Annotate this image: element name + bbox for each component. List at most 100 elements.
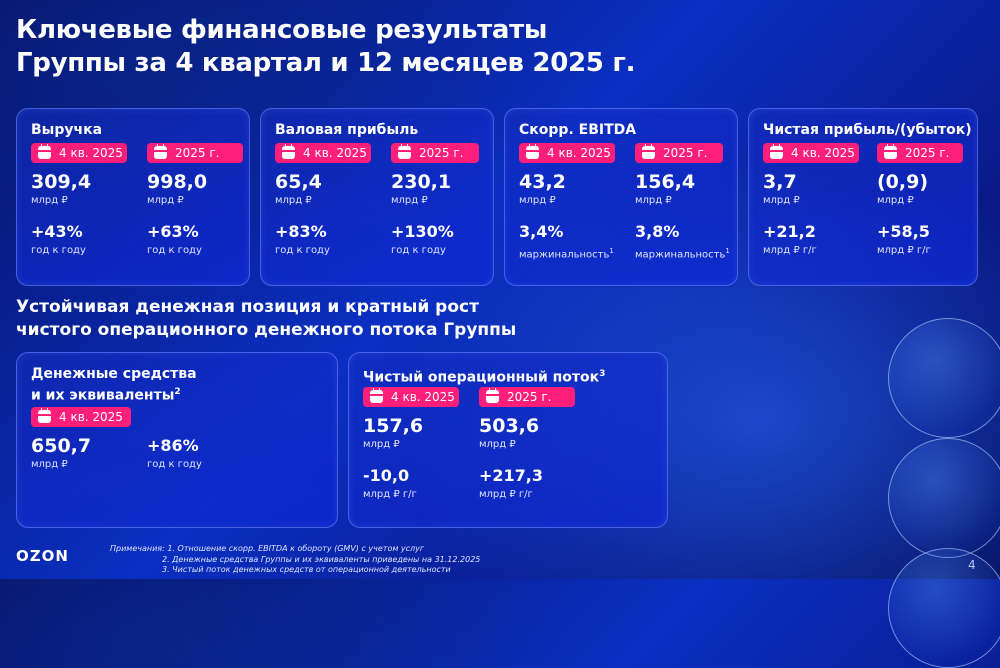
badge-label: 4 кв. 2025 [391, 390, 455, 404]
calendar-icon [38, 144, 51, 159]
quarter-value: 157,6 [363, 415, 424, 437]
card-title: Скорр. EBITDA [519, 122, 637, 138]
year-change: +130% [391, 222, 454, 241]
quarter-value: 309,4 [31, 171, 92, 193]
quarter-unit: млрд ₽ [363, 439, 400, 450]
decorative-circle [888, 438, 1000, 558]
footnote-1: Примечания: 1. Отношение скорр. EBITDA к… [110, 544, 425, 553]
calendar-icon [526, 144, 539, 159]
calendar-icon [38, 408, 51, 423]
quarter-value: 43,2 [519, 171, 566, 193]
year-unit: млрд ₽ [479, 439, 516, 450]
footnote-3: 3. Чистый поток денежных средств от опер… [162, 565, 451, 574]
quarter-unit: млрд ₽ [275, 195, 312, 206]
year-badge: 2025 г. [479, 387, 575, 407]
year-margin: 3,8% [635, 222, 680, 241]
year-value: 998,0 [147, 171, 208, 193]
year-change-label: год к году [147, 245, 202, 256]
year-change: +58,5 [877, 222, 930, 241]
section-title-line-1: Устойчивая денежная позиция и кратный ро… [16, 297, 479, 317]
year-unit: млрд ₽ [635, 195, 672, 206]
badge-label: 2025 г. [905, 146, 950, 160]
operating-flow-card: Чистый операционный поток3 4 кв. 2025 20… [348, 352, 668, 528]
quarter-change: +83% [275, 222, 327, 241]
quarter-margin-label: маржинальность1 [519, 245, 614, 261]
quarter-unit: млрд ₽ [31, 195, 68, 206]
year-value: 503,6 [479, 415, 540, 437]
quarter-unit: млрд ₽ [763, 195, 800, 206]
year-change: +217,3 [479, 466, 544, 485]
footnote-2: 2. Денежные средства Группы и их эквивал… [162, 554, 481, 564]
card-title: Валовая прибыль [275, 122, 419, 138]
margin-label: маржинальность [635, 249, 726, 261]
badge-label: 4 кв. 2025 [547, 146, 611, 160]
badge-label: 2025 г. [175, 146, 220, 160]
cash-change-label: год к году [147, 459, 202, 470]
gross-profit-card: Валовая прибыль 4 кв. 2025 2025 г. 65,4 … [260, 108, 494, 286]
calendar-icon [282, 144, 295, 159]
year-value: (0,9) [877, 171, 929, 193]
calendar-icon [486, 388, 499, 403]
footnote-marker: 2 [174, 387, 181, 397]
calendar-icon [884, 144, 897, 159]
year-margin-label: маржинальность1 [635, 245, 730, 261]
page-title-line-2: Группы за 4 квартал и 12 месяцев 2025 г. [16, 48, 636, 78]
badge-label: 4 кв. 2025 [59, 146, 123, 160]
card-title: Выручка [31, 122, 103, 138]
card-title-text: Чистый операционный поток [363, 369, 600, 386]
year-unit: млрд ₽ [147, 195, 184, 206]
quarter-change-label: год к году [275, 245, 330, 256]
badge-label: 4 кв. 2025 [791, 146, 855, 160]
decorative-circle [888, 318, 1000, 438]
quarter-change-label: млрд ₽ г/г [763, 245, 817, 256]
cash-change: +86% [147, 436, 199, 455]
quarter-margin: 3,4% [519, 222, 564, 241]
footnote-marker: 3 [599, 369, 606, 379]
quarter-badge: 4 кв. 2025 [275, 143, 371, 163]
year-badge: 2025 г. [391, 143, 479, 163]
cash-value: 650,7 [31, 435, 92, 457]
badge-label: 2025 г. [507, 390, 552, 404]
footnote-marker: 1 [725, 247, 730, 255]
badge-label: 2025 г. [663, 146, 708, 160]
footnote-marker: 1 [609, 247, 614, 255]
page-title: Ключевые финансовые результаты Группы за… [16, 14, 636, 80]
year-badge: 2025 г. [147, 143, 243, 163]
year-value: 156,4 [635, 171, 696, 193]
cash-unit: млрд ₽ [31, 459, 68, 470]
quarter-value: 65,4 [275, 171, 322, 193]
cash-card: Денежные средства и их эквиваленты2 4 кв… [16, 352, 338, 528]
quarter-badge: 4 кв. 2025 [31, 407, 131, 427]
footnotes: Примечания: 1. Отношение скорр. EBITDA к… [110, 544, 480, 576]
net-income-card: Чистая прибыль/(убыток) 4 кв. 2025 2025 … [748, 108, 978, 286]
quarter-value: 3,7 [763, 171, 797, 193]
decorative-circle [888, 548, 1000, 668]
calendar-icon [398, 144, 411, 159]
quarter-badge: 4 кв. 2025 [363, 387, 459, 407]
page-number: 4 [968, 558, 976, 572]
card-title: Чистый операционный поток3 [363, 365, 605, 387]
calendar-icon [370, 388, 383, 403]
card-title: Чистая прибыль/(убыток) [763, 122, 972, 138]
badge-label: 4 кв. 2025 [303, 146, 367, 160]
quarter-badge: 4 кв. 2025 [763, 143, 859, 163]
section-title: Устойчивая денежная позиция и кратный ро… [16, 296, 516, 342]
quarter-change: +21,2 [763, 222, 816, 241]
section-title-line-2: чистого операционного денежного потока Г… [16, 320, 517, 340]
ozon-logo: OZON [16, 547, 69, 565]
calendar-icon [770, 144, 783, 159]
year-value: 230,1 [391, 171, 452, 193]
year-badge: 2025 г. [635, 143, 723, 163]
quarter-change-label: млрд ₽ г/г [363, 489, 417, 500]
quarter-badge: 4 кв. 2025 [519, 143, 615, 163]
quarter-change: -10,0 [363, 466, 410, 485]
calendar-icon [154, 144, 167, 159]
card-title-line-2: и их эквиваленты [31, 387, 175, 404]
ebitda-card: Скорр. EBITDA 4 кв. 2025 2025 г. 43,2 мл… [504, 108, 738, 286]
card-title: Денежные средства и их эквиваленты2 [31, 365, 197, 405]
page-title-line-1: Ключевые финансовые результаты [16, 15, 548, 45]
year-badge: 2025 г. [877, 143, 963, 163]
year-change: +63% [147, 222, 199, 241]
year-unit: млрд ₽ [391, 195, 428, 206]
quarter-badge: 4 кв. 2025 [31, 143, 127, 163]
